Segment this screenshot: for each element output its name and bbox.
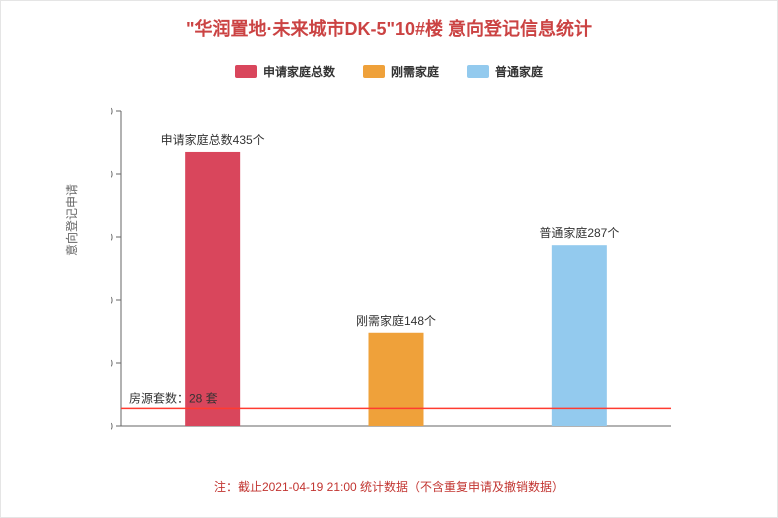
svg-text:房源套数：28 套: 房源套数：28 套 [129,390,218,405]
legend-item: 刚需家庭 [363,63,439,80]
legend-item: 申请家庭总数 [235,63,335,80]
svg-text:500: 500 [111,106,113,118]
footer-note: 注：截止2021-04-19 21:00 统计数据（不含重复申请及撤销数据） [1,478,777,495]
legend-swatch-0 [235,65,257,78]
svg-text:0: 0 [111,421,113,433]
svg-text:200: 200 [111,295,113,307]
svg-text:刚需家庭148个: 刚需家庭148个 [356,313,436,328]
chart-title: "华润置地·未来城市DK-5"10#楼 意向登记信息统计 [1,1,777,41]
y-axis-title: 意向登记申请 [63,184,80,256]
legend-label: 刚需家庭 [391,63,439,80]
legend-item: 普通家庭 [467,63,543,80]
legend: 申请家庭总数 刚需家庭 普通家庭 [1,63,777,80]
legend-label: 申请家庭总数 [263,63,335,80]
bar [185,152,240,426]
svg-text:400: 400 [111,169,113,181]
legend-swatch-1 [363,65,385,78]
chart-frame: "华润置地·未来城市DK-5"10#楼 意向登记信息统计 申请家庭总数 刚需家庭… [0,0,778,518]
svg-text:100: 100 [111,358,113,370]
svg-text:申请家庭总数435个: 申请家庭总数435个 [161,132,265,147]
legend-swatch-2 [467,65,489,78]
bar-chart-svg: 0 100 200 300 400 500 申请家庭总数435个刚需家庭148个 普通家庭28… [111,101,681,446]
plot-area: 0 100 200 300 400 500 申请家庭总数435个刚需家庭148个 普通家庭28… [111,101,681,446]
bar [369,333,424,426]
legend-label: 普通家庭 [495,63,543,80]
bar [552,245,607,426]
svg-text:300: 300 [111,232,113,244]
svg-text:普通家庭287个: 普通家庭287个 [539,225,619,240]
